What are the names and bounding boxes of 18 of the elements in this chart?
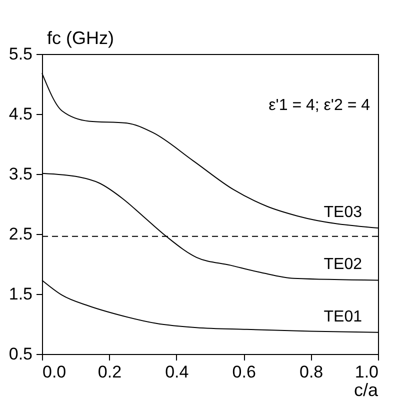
x-tick-label: 0.8 xyxy=(299,362,324,382)
y-tick-label: 2.5 xyxy=(8,224,32,244)
y-tick-label: 4.5 xyxy=(8,104,32,124)
x-tick-label: 0.2 xyxy=(98,362,122,382)
y-tick-label: 1.5 xyxy=(8,284,32,304)
annotation: ε'1 = 4; ε'2 = 4 xyxy=(268,97,370,114)
x-tick-label: 1.0 xyxy=(354,362,378,382)
y-tick-label: 0.5 xyxy=(8,344,32,364)
series-label: TE01 xyxy=(324,308,362,326)
series-label: TE02 xyxy=(324,256,362,274)
x-tick-label: 0.4 xyxy=(165,362,189,382)
series-label: TE03 xyxy=(324,204,362,221)
y-tick-label: 3.5 xyxy=(8,164,32,184)
y-axis-title: fc (GHz) xyxy=(47,28,114,48)
y-tick-label: 5.5 xyxy=(8,44,32,64)
x-tick-label: 0.6 xyxy=(232,362,256,382)
x-axis-title: c/a xyxy=(354,380,379,400)
x-tick-label: 0.0 xyxy=(42,362,66,382)
